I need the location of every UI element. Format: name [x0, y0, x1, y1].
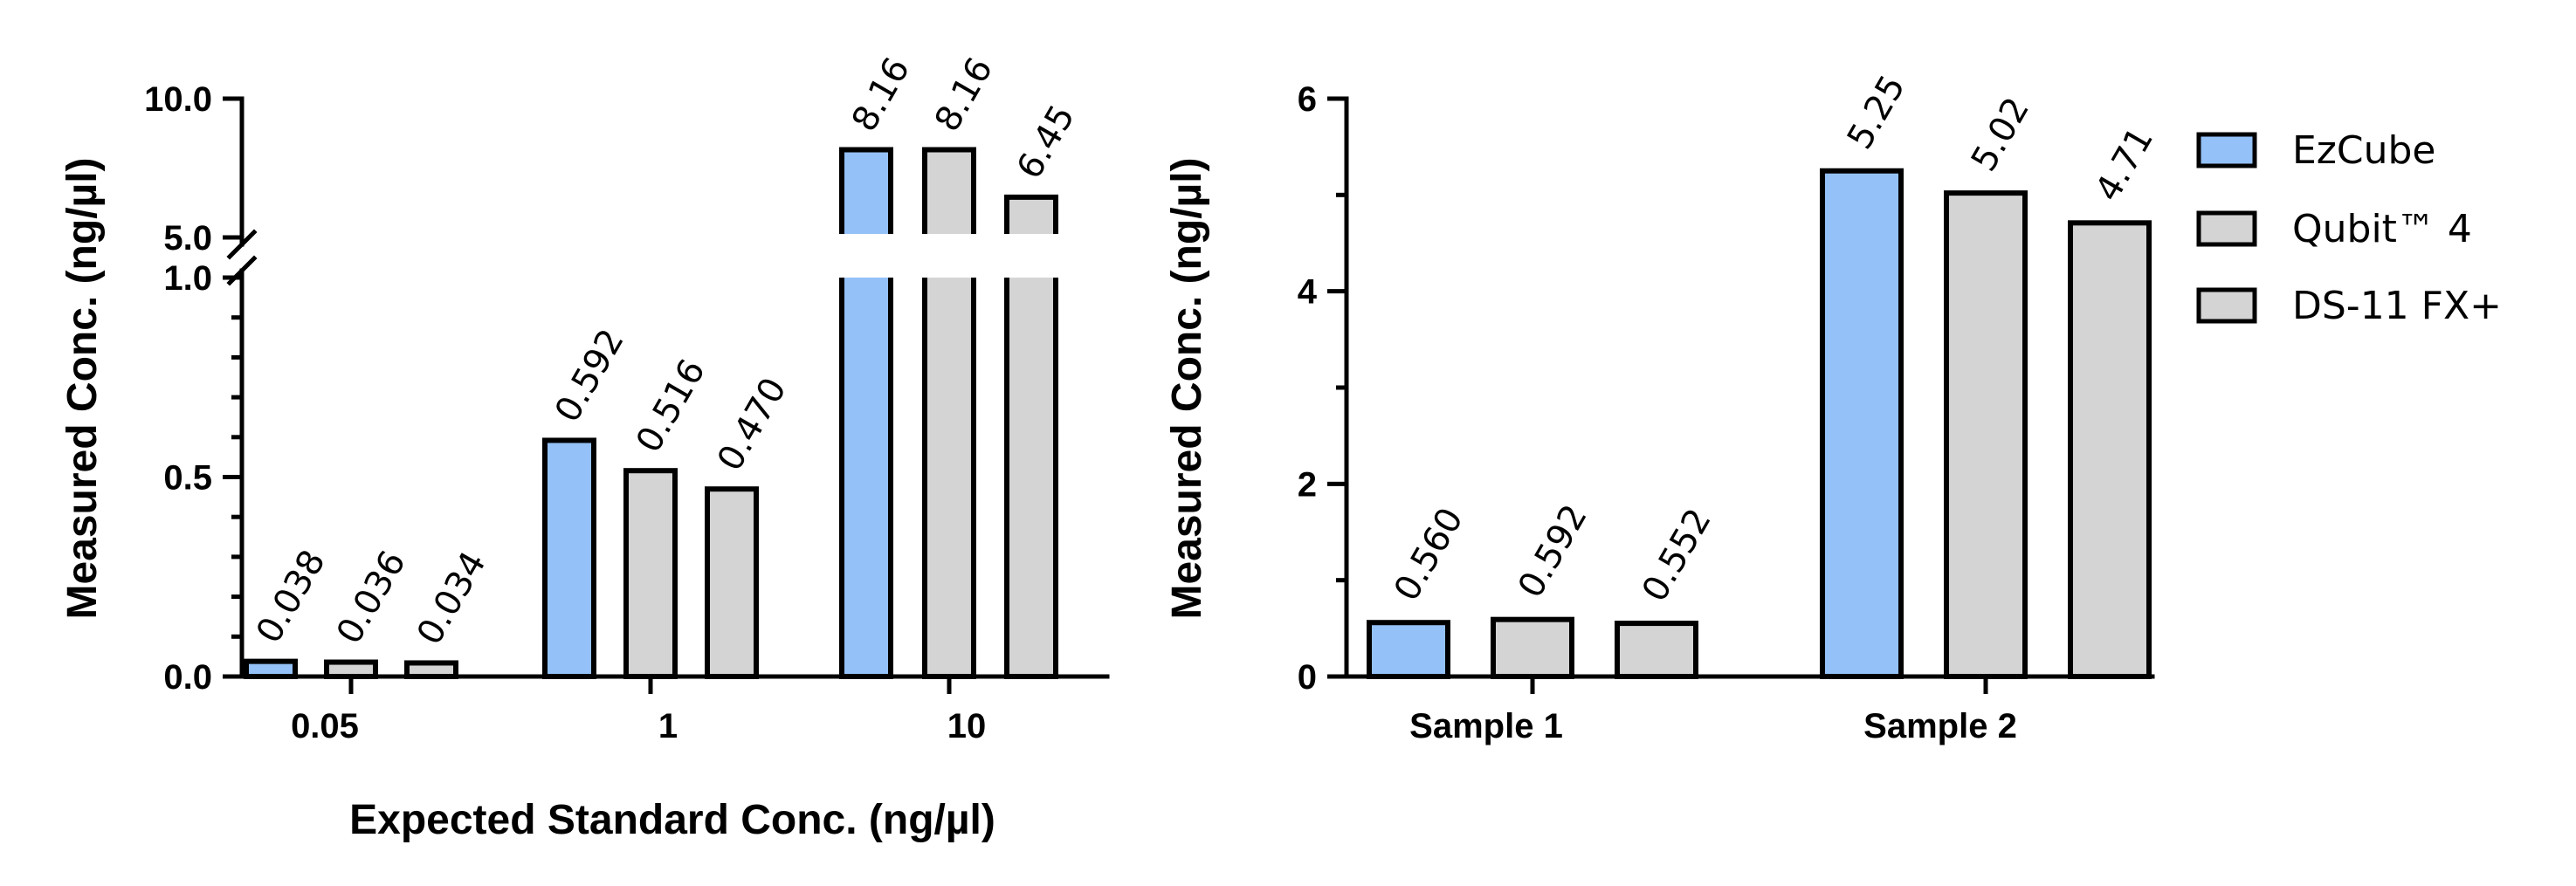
- legend-swatch-qubit-4: [2196, 210, 2257, 247]
- data-label-1-ds-11-fx: 0.470: [710, 371, 795, 477]
- legend-label-qubit-4: Qubit™ 4: [2292, 207, 2472, 251]
- y-tick-label-2: 2: [1298, 465, 1317, 504]
- x-tick-label-sample-2: Sample 2: [1863, 707, 2017, 745]
- legend: EzCube Qubit™ 4 DS-11 FX+: [2196, 128, 2502, 328]
- legend-swatch-ezcube: [2196, 132, 2257, 168]
- bar-1-ezcube: [542, 437, 596, 679]
- axis-break-mark-upper: [226, 229, 258, 260]
- bar-1-ds-11-fx: [705, 486, 759, 680]
- bar-sample-2-ezcube: [1820, 168, 1904, 679]
- y-tick-label-0-0: 0.0: [163, 658, 212, 697]
- x-axis-title: Expected Standard Conc. (ng/µl): [349, 797, 995, 843]
- data-label-10-ds-11-fx: 6.45: [1009, 99, 1083, 186]
- y-tick-label-10-0: 10.0: [144, 80, 212, 119]
- data-label-10-qubit-4: 8.16: [927, 51, 1001, 138]
- data-label-sample-1-qubit-4: 0.592: [1511, 498, 1595, 605]
- bar-sample-1-qubit-4: [1491, 616, 1574, 680]
- bar-10-qubit-4: [922, 147, 976, 679]
- x-tick-label-10: 10: [947, 707, 987, 745]
- x-tick-label-0-05: 0.05: [291, 707, 359, 745]
- y-tick-label-5-0: 5.0: [163, 219, 212, 258]
- y-tick-label-4: 4: [1298, 273, 1318, 312]
- data-label-1-qubit-4: 0.516: [629, 353, 713, 459]
- bar-0-05-ezcube: [244, 658, 298, 679]
- chart-samples: 0.560 5.25 0.592 5.02 0.552 4.71 0 2 4 6 Sample 1 S…: [1164, 69, 2161, 745]
- bar-sample-1-ezcube: [1367, 620, 1450, 679]
- data-label-0-05-qubit-4: 0.036: [329, 544, 414, 650]
- bar-sample-2-qubit-4: [1944, 190, 2028, 680]
- data-label-0-05-ezcube: 0.038: [249, 543, 334, 649]
- data-label-sample-1-ezcube: 0.560: [1387, 501, 1471, 608]
- bar-sample-1-ds-11-fx: [1615, 621, 1698, 680]
- x-tick-label-1: 1: [658, 707, 678, 745]
- legend-swatch-ds-11-fx: [2196, 287, 2257, 324]
- axis-break-gap: [838, 234, 1083, 278]
- data-label-sample-1-ds-11-fx: 0.552: [1635, 502, 1719, 608]
- bar-sample-2-ds-11-fx: [2068, 220, 2152, 679]
- data-label-10-ezcube: 8.16: [844, 51, 918, 138]
- data-label-sample-2-ds-11-fx: 4.71: [2088, 120, 2161, 208]
- data-label-1-ezcube: 0.592: [548, 322, 632, 429]
- x-tick-label-sample-1: Sample 1: [1409, 707, 1563, 745]
- chart-standards: 0.038 0.592 8.16 0.036 0.516 8.16 0.034 0.470 6.…: [59, 51, 1110, 843]
- y-tick-label-0-5: 0.5: [163, 459, 212, 498]
- data-label-0-05-ds-11-fx: 0.034: [410, 545, 494, 651]
- y-tick-label-0: 0: [1298, 658, 1317, 697]
- data-label-sample-2-qubit-4: 5.02: [1964, 91, 2037, 178]
- legend-label-ezcube: EzCube: [2292, 128, 2436, 173]
- bar-1-qubit-4: [623, 468, 678, 679]
- legend-label-ds-11-fx: DS-11 FX+: [2292, 284, 2502, 328]
- y-tick-label-1-0: 1.0: [163, 259, 212, 298]
- data-label-sample-2-ezcube: 5.25: [1840, 69, 1913, 156]
- y-tick-label-6: 6: [1298, 80, 1317, 119]
- y-axis-title: Measured Conc. (ng/µl): [59, 157, 106, 619]
- bar-10-ezcube: [839, 147, 893, 679]
- y-axis-title: Measured Conc. (ng/µl): [1164, 157, 1210, 619]
